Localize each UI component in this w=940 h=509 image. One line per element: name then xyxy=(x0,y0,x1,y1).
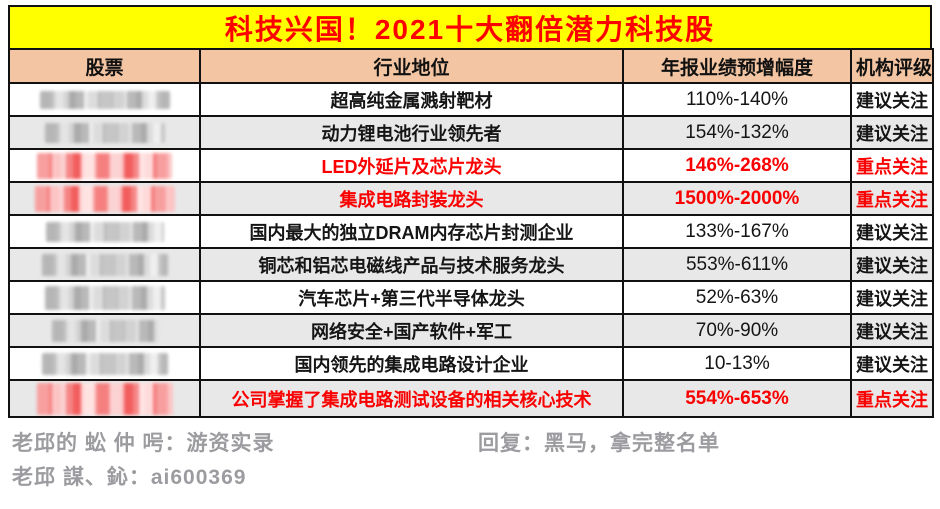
stock-name-cell xyxy=(8,346,201,381)
stock-name-cell xyxy=(8,82,201,117)
industry-cell: 国内最大的独立DRAM内存芯片封测企业 xyxy=(199,214,624,249)
blurred-stock-name xyxy=(37,152,172,179)
industry-cell: 国内领先的集成电路设计企业 xyxy=(199,346,624,381)
table-row: 网络安全+国产软件+军工 70%-90% 建议关注 xyxy=(8,313,934,348)
rating-cell: 建议关注 xyxy=(850,247,934,282)
growth-cell: 10-13% xyxy=(622,346,852,381)
footer-contact-text: 老邱 謀、鈊：ai600369 xyxy=(12,466,247,489)
stock-name-cell xyxy=(8,148,201,183)
rating-cell: 建议关注 xyxy=(850,346,934,381)
growth-cell: 70%-90% xyxy=(622,313,852,348)
growth-cell: 110%-140% xyxy=(622,82,852,117)
stock-name-cell xyxy=(8,280,201,315)
page-title: 科技兴国！2021十大翻倍潜力科技股 xyxy=(224,13,716,45)
rating-cell: 重点关注 xyxy=(850,148,934,183)
industry-cell: 集成电路封装龙头 xyxy=(199,181,624,216)
stock-name-cell xyxy=(8,379,201,418)
table-header-row: 股票 行业地位 年报业绩预增幅度 机构评级 xyxy=(8,48,934,84)
stock-name-cell xyxy=(8,115,201,150)
blurred-stock-name xyxy=(39,90,170,109)
table-row: 超高纯金属溅射靶材 110%-140% 建议关注 xyxy=(8,82,934,117)
blurred-stock-name xyxy=(41,253,168,276)
industry-cell: 公司掌握了集成电路测试设备的相关核心技术 xyxy=(199,379,624,418)
stock-name-cell xyxy=(8,313,201,348)
stock-table: 股票 行业地位 年报业绩预增幅度 机构评级 超高纯金属溅射靶材 110%-140… xyxy=(8,48,934,418)
rating-cell: 建议关注 xyxy=(850,280,934,315)
stock-name-cell xyxy=(8,181,201,216)
industry-cell: 汽车芯片+第三代半导体龙头 xyxy=(199,280,624,315)
stock-name-cell xyxy=(8,214,201,249)
footer-account-text: 老邱的 蚣 仲 呺：游资实录 xyxy=(12,432,275,455)
title-banner: 科技兴国！2021十大翻倍潜力科技股 xyxy=(8,5,932,48)
footer-reply-text: 回复：黑马，拿完整名单 xyxy=(478,432,720,455)
promo-sheet: 科技兴国！2021十大翻倍潜力科技股 股票 行业地位 年报业绩预增幅度 机构评级… xyxy=(8,5,934,495)
growth-cell: 1500%-2000% xyxy=(622,181,852,216)
rating-cell: 建议关注 xyxy=(850,313,934,348)
rating-cell: 重点关注 xyxy=(850,181,934,216)
rating-cell: 重点关注 xyxy=(850,379,934,418)
table-row: 公司掌握了集成电路测试设备的相关核心技术 554%-653% 重点关注 xyxy=(8,379,934,418)
industry-cell: 动力锂电池行业领先者 xyxy=(199,115,624,150)
header-growth: 年报业绩预增幅度 xyxy=(622,48,852,84)
blurred-stock-name xyxy=(34,185,175,212)
blurred-stock-name xyxy=(45,221,164,242)
table-row: 汽车芯片+第三代半导体龙头 52%-63% 建议关注 xyxy=(8,280,934,315)
growth-cell: 52%-63% xyxy=(622,280,852,315)
header-stock: 股票 xyxy=(8,48,201,84)
footer-line-1: 老邱的 蚣 仲 呺：游资实录 回复：黑马，拿完整名单 xyxy=(12,427,932,461)
growth-cell: 133%-167% xyxy=(622,214,852,249)
growth-cell: 554%-653% xyxy=(622,379,852,418)
growth-cell: 154%-132% xyxy=(622,115,852,150)
table-row: LED外延片及芯片龙头 146%-268% 重点关注 xyxy=(8,148,934,183)
header-industry: 行业地位 xyxy=(199,48,624,84)
blurred-stock-name xyxy=(41,352,168,375)
rating-cell: 建议关注 xyxy=(850,115,934,150)
blurred-stock-name xyxy=(44,122,165,143)
growth-cell: 146%-268% xyxy=(622,148,852,183)
industry-cell: 网络安全+国产软件+军工 xyxy=(199,313,624,348)
blurred-stock-name xyxy=(36,382,173,415)
table-row: 铜芯和铝芯电磁线产品与技术服务龙头 553%-611% 建议关注 xyxy=(8,247,934,282)
blurred-stock-name xyxy=(44,285,165,310)
table-row: 国内最大的独立DRAM内存芯片封测企业 133%-167% 建议关注 xyxy=(8,214,934,249)
rating-cell: 建议关注 xyxy=(850,82,934,117)
table-row: 动力锂电池行业领先者 154%-132% 建议关注 xyxy=(8,115,934,150)
table-row: 集成电路封装龙头 1500%-2000% 重点关注 xyxy=(8,181,934,216)
industry-cell: 铜芯和铝芯电磁线产品与技术服务龙头 xyxy=(199,247,624,282)
rating-cell: 建议关注 xyxy=(850,214,934,249)
table-row: 国内领先的集成电路设计企业 10-13% 建议关注 xyxy=(8,346,934,381)
header-rating: 机构评级 xyxy=(850,48,934,84)
blurred-stock-name xyxy=(51,319,158,342)
growth-cell: 553%-611% xyxy=(622,247,852,282)
footer: 老邱的 蚣 仲 呺：游资实录 回复：黑马，拿完整名单 老邱 謀、鈊：ai6003… xyxy=(12,427,932,495)
industry-cell: 超高纯金属溅射靶材 xyxy=(199,82,624,117)
industry-cell: LED外延片及芯片龙头 xyxy=(199,148,624,183)
stock-name-cell xyxy=(8,247,201,282)
